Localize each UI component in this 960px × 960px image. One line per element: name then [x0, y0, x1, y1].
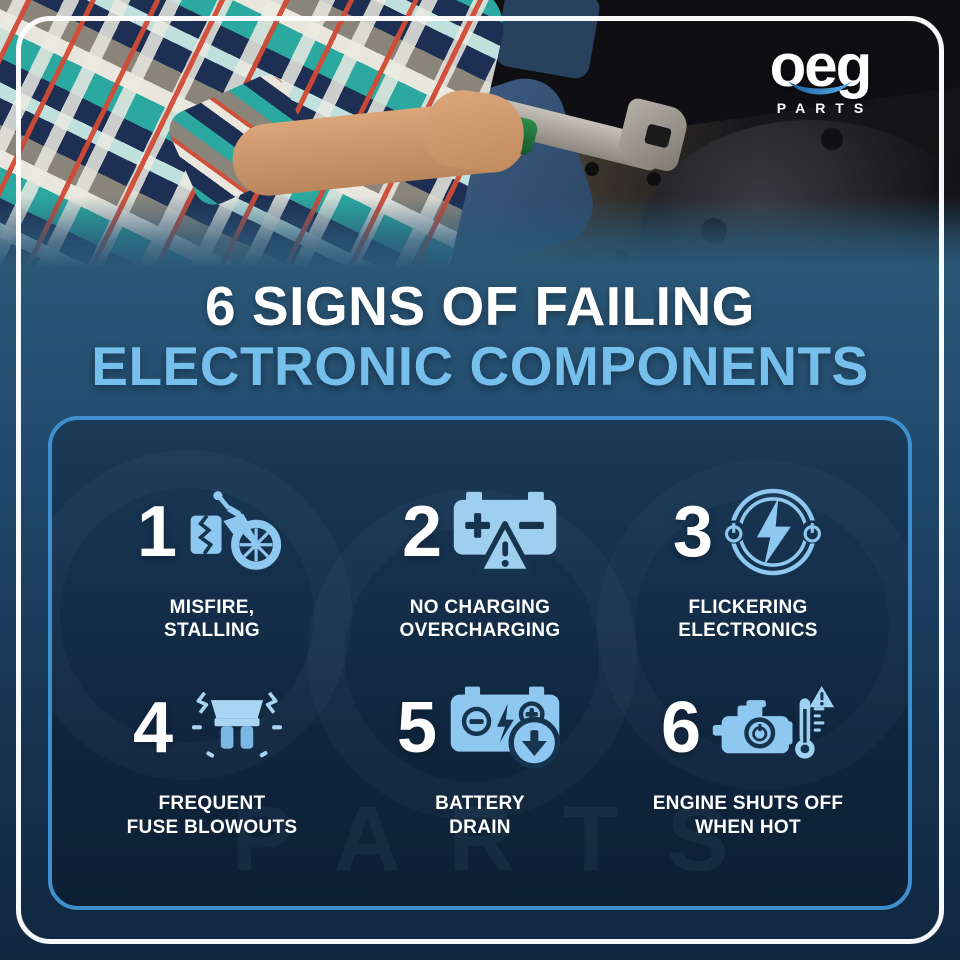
sign-number: 1: [136, 492, 178, 572]
sign-item-charging: 2: [346, 478, 614, 642]
sign-number: 5: [396, 688, 438, 769]
sign-label: NO CHARGING OVERCHARGING: [400, 596, 561, 642]
battery-drain-icon: [447, 684, 563, 773]
sign-label: ENGINE SHUTS OFF WHEN HOT: [653, 792, 844, 838]
sign-label: FREQUENT FUSE BLOWOUTS: [127, 792, 298, 838]
brand-logo-text: oeg: [769, 32, 873, 99]
sign-item-battery-drain: 5: [346, 674, 614, 838]
photo-bolts: [585, 162, 599, 176]
sign-item-header: 3: [672, 478, 824, 586]
engine-overheat-icon: [711, 684, 835, 773]
flickering-bolt-icon: [723, 482, 824, 582]
header-photo: [0, 0, 960, 268]
sign-label-line2: STALLING: [164, 620, 260, 642]
sign-label-line2: FUSE BLOWOUTS: [126, 816, 298, 838]
sign-number: 6: [660, 688, 702, 769]
sign-label: MISFIRE, STALLING: [164, 596, 260, 642]
photo-fade-overlay: [0, 196, 960, 268]
page-title-line1: 6 SIGNS OF FAILING: [205, 275, 755, 337]
sign-item-engine-overheat: 6: [614, 674, 882, 838]
sign-label-line1: ENGINE SHUTS OFF: [652, 793, 844, 815]
sign-label-line1: BATTERY: [435, 793, 525, 815]
sign-item-misfire: 1: [78, 478, 346, 642]
sign-number: 2: [401, 492, 443, 572]
signs-panel: PARTS 1: [48, 416, 912, 910]
sign-label-line2: OVERCHARGING: [399, 620, 561, 642]
sign-item-header: 5: [397, 674, 563, 782]
logo-swoosh-icon: [788, 81, 852, 95]
sign-label: BATTERY DRAIN: [435, 792, 525, 838]
sign-label: FLICKERING ELECTRONICS: [678, 596, 817, 642]
sign-number: 4: [132, 688, 174, 769]
sign-item-header: 1: [137, 478, 287, 586]
sign-label-line2: DRAIN: [449, 816, 511, 838]
sign-label-line2: WHEN HOT: [695, 816, 801, 838]
brand-logo: oeg PARTS: [722, 32, 918, 117]
signs-grid: 1: [52, 420, 908, 839]
sign-label-line1: MISFIRE,: [169, 597, 255, 618]
sign-label-line1: FREQUENT: [158, 793, 266, 815]
blown-fuse-icon: [183, 689, 291, 767]
sign-label-line1: FLICKERING: [688, 597, 808, 618]
sign-item-flickering: 3: [614, 478, 882, 642]
page-title-line2: ELECTRONIC COMPONENTS: [91, 335, 869, 397]
sign-item-fuse: 4: [78, 674, 346, 838]
sign-item-header: 4: [133, 674, 291, 782]
sign-item-header: 6: [661, 674, 835, 782]
sign-label-line1: NO CHARGING: [409, 597, 551, 618]
sign-number: 3: [672, 492, 714, 572]
title-block: 6 SIGNS OF FAILING ELECTRONIC COMPONENTS: [0, 279, 960, 394]
watermark-parts-text: PARTS: [231, 788, 777, 890]
sign-label-line2: ELECTRONICS: [678, 620, 818, 642]
motorcycle-misfire-icon: [187, 490, 287, 574]
battery-warning-icon: [452, 490, 558, 575]
sign-item-header: 2: [402, 478, 558, 586]
brand-logo-subtext: PARTS: [776, 100, 874, 116]
